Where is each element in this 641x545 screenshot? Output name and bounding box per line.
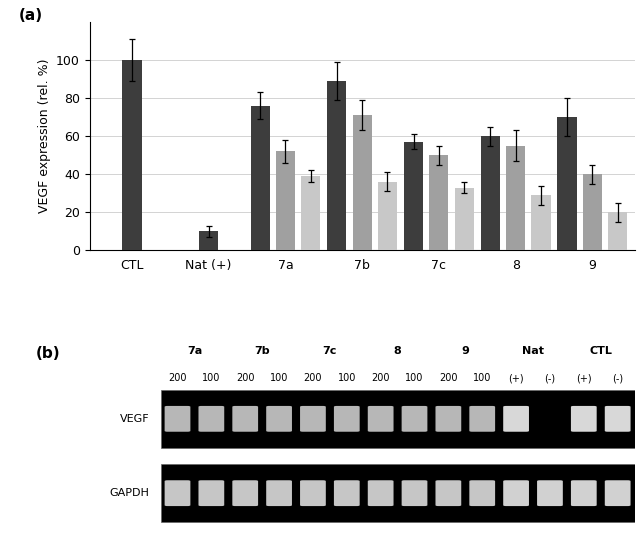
FancyBboxPatch shape [469, 480, 495, 506]
Bar [454, 187, 474, 250]
Bar [328, 81, 346, 250]
FancyBboxPatch shape [300, 406, 326, 432]
Text: 100: 100 [270, 373, 288, 383]
FancyBboxPatch shape [537, 480, 563, 506]
Bar [429, 155, 449, 250]
FancyBboxPatch shape [165, 406, 190, 432]
Text: 100: 100 [405, 373, 424, 383]
FancyBboxPatch shape [334, 480, 360, 506]
Text: 7c: 7c [322, 346, 337, 356]
FancyBboxPatch shape [232, 480, 258, 506]
Text: 200: 200 [304, 373, 322, 383]
Bar [276, 152, 295, 250]
FancyBboxPatch shape [334, 406, 360, 432]
Bar [583, 174, 602, 250]
FancyBboxPatch shape [503, 406, 529, 432]
Text: 200: 200 [439, 373, 458, 383]
Bar [122, 60, 142, 250]
Bar [251, 106, 270, 250]
FancyBboxPatch shape [435, 406, 462, 432]
Text: 7b: 7b [254, 346, 270, 356]
Text: VEGF: VEGF [120, 414, 150, 424]
FancyBboxPatch shape [402, 480, 428, 506]
FancyBboxPatch shape [368, 406, 394, 432]
Text: (b): (b) [35, 346, 60, 361]
FancyBboxPatch shape [232, 406, 258, 432]
FancyBboxPatch shape [503, 480, 529, 506]
Bar [160, 464, 635, 522]
FancyBboxPatch shape [604, 406, 631, 432]
FancyBboxPatch shape [266, 480, 292, 506]
FancyBboxPatch shape [199, 406, 224, 432]
Text: 9: 9 [462, 346, 469, 356]
Bar [199, 231, 219, 250]
Text: 100: 100 [473, 373, 492, 383]
Text: 200: 200 [236, 373, 254, 383]
FancyBboxPatch shape [402, 406, 428, 432]
Text: 200: 200 [371, 373, 390, 383]
Y-axis label: VEGF expression (rel. %): VEGF expression (rel. %) [38, 59, 51, 213]
Text: (a): (a) [19, 8, 43, 23]
Text: 100: 100 [202, 373, 221, 383]
Text: (-): (-) [612, 373, 623, 383]
Text: Nat: Nat [522, 346, 544, 356]
FancyBboxPatch shape [571, 406, 597, 432]
Bar [608, 213, 628, 250]
FancyBboxPatch shape [266, 406, 292, 432]
Text: (+): (+) [508, 373, 524, 383]
Bar [531, 195, 551, 250]
Bar [160, 390, 635, 447]
Bar [506, 146, 525, 250]
FancyBboxPatch shape [571, 480, 597, 506]
Text: 8: 8 [394, 346, 401, 356]
Text: GAPDH: GAPDH [110, 488, 150, 498]
FancyBboxPatch shape [604, 480, 631, 506]
Text: (+): (+) [576, 373, 592, 383]
Bar [404, 142, 423, 250]
Bar [558, 117, 577, 250]
Text: 7a: 7a [187, 346, 202, 356]
FancyBboxPatch shape [368, 480, 394, 506]
Bar [481, 136, 500, 250]
FancyBboxPatch shape [199, 480, 224, 506]
FancyBboxPatch shape [165, 480, 190, 506]
Bar [353, 115, 372, 250]
Text: CTL: CTL [589, 346, 612, 356]
Text: 100: 100 [338, 373, 356, 383]
Text: 200: 200 [168, 373, 187, 383]
FancyBboxPatch shape [435, 480, 462, 506]
Text: (-): (-) [544, 373, 556, 383]
Bar [378, 182, 397, 250]
FancyBboxPatch shape [469, 406, 495, 432]
Bar [301, 176, 320, 250]
FancyBboxPatch shape [300, 480, 326, 506]
